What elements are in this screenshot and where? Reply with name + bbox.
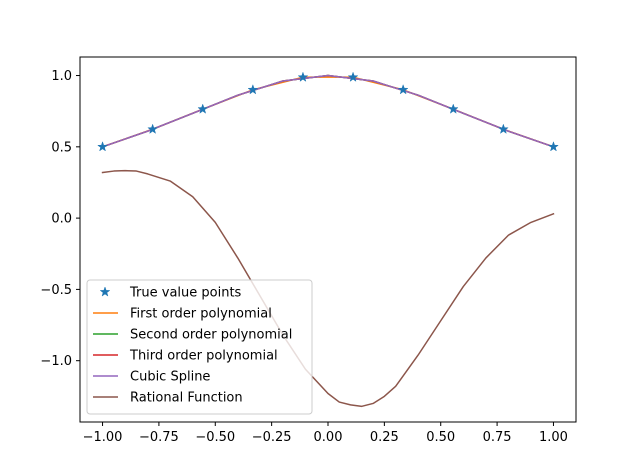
x-tick-label: −0.25	[252, 430, 292, 445]
y-tick-label: −1.0	[40, 354, 72, 369]
legend-item: Third order polynomial	[93, 349, 278, 364]
data-point	[147, 123, 159, 134]
data-point	[447, 103, 459, 114]
data-point	[347, 71, 359, 82]
legend-label: True value points	[129, 286, 242, 301]
y-tick-label: 0.0	[51, 212, 72, 227]
x-tick-label: −0.75	[139, 430, 179, 445]
data-point	[547, 141, 559, 152]
legend-label: Third order polynomial	[129, 349, 278, 364]
data-point	[497, 123, 509, 134]
x-tick-label: 0.50	[426, 430, 455, 445]
legend-label: Rational Function	[130, 391, 243, 406]
series-line-4	[101, 74, 555, 148]
x-tick-label: −1.00	[83, 430, 123, 445]
x-tick-label: 0.00	[314, 430, 343, 445]
data-point	[197, 103, 209, 114]
legend-item: Cubic Spline	[93, 370, 210, 385]
legend-label: First order polynomial	[130, 307, 272, 322]
data-point	[97, 141, 109, 152]
y-tick-label: 1.0	[51, 69, 72, 84]
data-point	[297, 71, 309, 82]
legend-box	[86, 279, 313, 415]
data-point	[397, 84, 409, 95]
legend-label: Second order polynomial	[130, 328, 292, 343]
legend-item: First order polynomial	[93, 307, 272, 322]
x-tick-label: 0.75	[483, 430, 512, 445]
legend-label: Cubic Spline	[130, 370, 210, 385]
y-tick-label: 0.5	[51, 140, 72, 155]
axes: −1.00 −0.75 −0.50 −0.25 0.00 0.25 0.50 0.75 1.00…	[40, 56, 577, 445]
legend: True value points First order polynomial S…	[86, 279, 313, 415]
legend-item: Rational Function	[93, 391, 243, 406]
legend-marker-star	[99, 286, 111, 297]
legend-item: Second order polynomial	[93, 328, 292, 343]
data-point	[247, 84, 259, 95]
y-tick-label: −0.5	[40, 283, 72, 298]
legend-item: True value points	[99, 286, 242, 301]
plot-area	[97, 71, 559, 408]
series-line-5	[101, 169, 555, 408]
x-tick-label: 0.25	[370, 430, 399, 445]
x-tick-label: −0.50	[195, 430, 235, 445]
x-tick-label: 1.00	[539, 430, 568, 445]
